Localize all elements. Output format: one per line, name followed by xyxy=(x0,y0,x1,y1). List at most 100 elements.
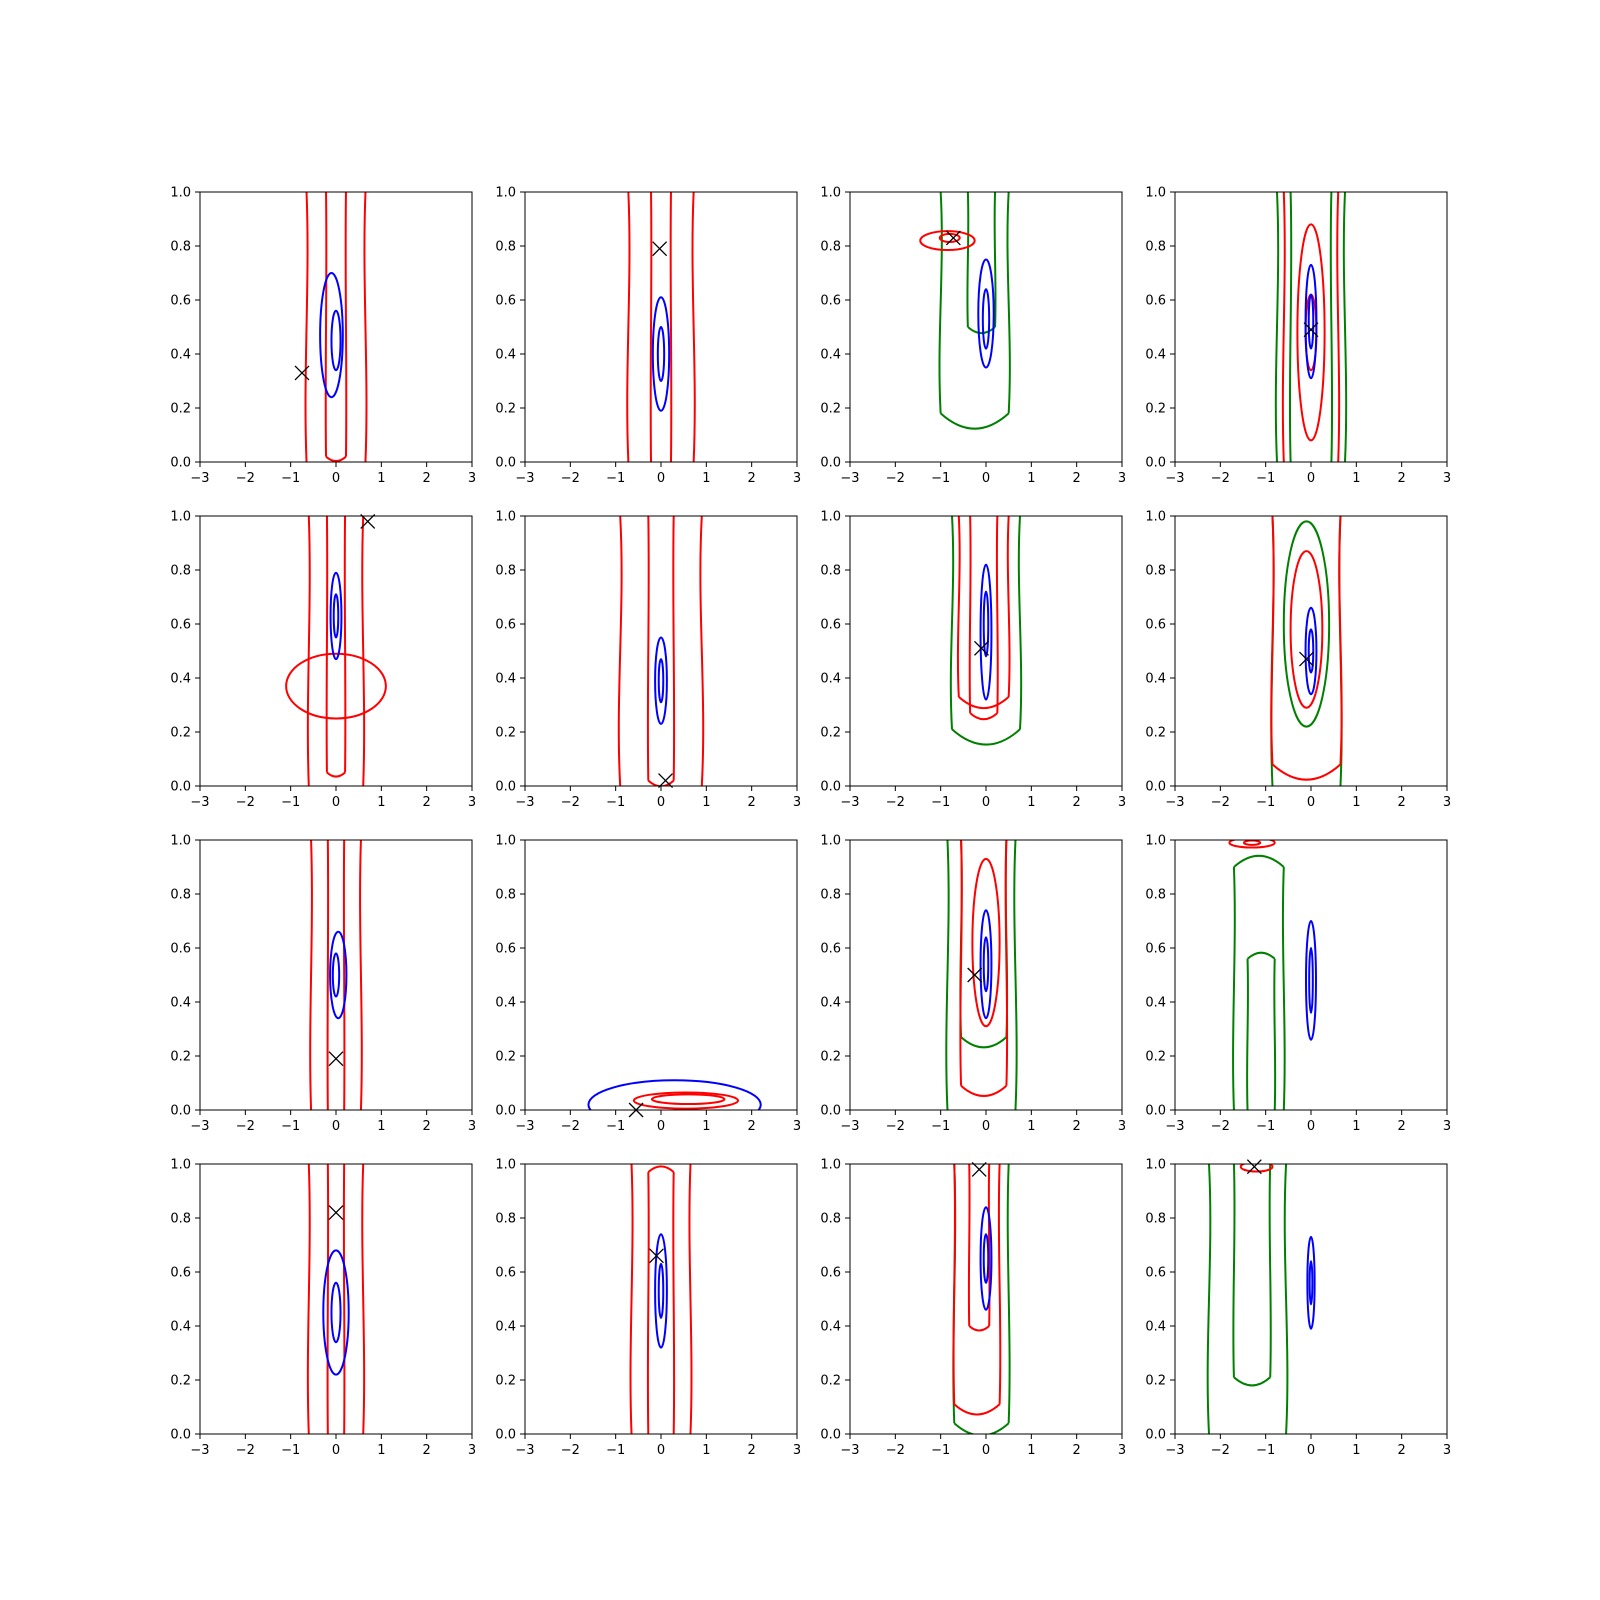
plot-area xyxy=(945,840,1018,1110)
y-tick-label: 0.2 xyxy=(495,1374,516,1389)
blue-contour-3 xyxy=(329,930,348,1020)
x-tick-label: 0 xyxy=(982,795,990,810)
x-tick-label: −2 xyxy=(1211,1443,1230,1458)
y-tick-label: 0.4 xyxy=(820,1320,841,1335)
y-tick-label: 1.0 xyxy=(1145,1158,1166,1173)
plot-area xyxy=(1206,1164,1316,1434)
green-contour-1 xyxy=(1232,854,1286,1110)
x-tick-label: −2 xyxy=(236,1443,255,1458)
y-tick-label: 1.0 xyxy=(1145,510,1166,525)
blue-contour-6 xyxy=(981,288,991,350)
x-tick-label: 2 xyxy=(1073,471,1081,486)
x-tick-label: −1 xyxy=(931,1119,950,1134)
y-tick-label: 0.2 xyxy=(495,726,516,741)
y-tick-label: 0.8 xyxy=(170,1212,191,1227)
subplot-2-2: −3 −2 −1 0 1 2 3 0.0 0.2 0.4 0.6 0.8 1.0 xyxy=(495,510,801,811)
x-tick-label: 1 xyxy=(377,1119,385,1134)
y-tick-label: 0.6 xyxy=(170,618,191,633)
green-contour-2 xyxy=(1282,520,1331,728)
y-tick-label: 0.0 xyxy=(495,456,516,471)
y-tick-label: 0.2 xyxy=(820,726,841,741)
y-tick-label: 0.0 xyxy=(820,1428,841,1443)
x-marker xyxy=(294,365,310,381)
red-contour-4 xyxy=(1296,223,1326,442)
y-tick-label: 1.0 xyxy=(820,834,841,849)
blue-contour-3 xyxy=(319,272,344,399)
y-tick-label: 1.0 xyxy=(820,1158,841,1173)
y-tick-label: 1.0 xyxy=(495,186,516,201)
x-tick-label: −3 xyxy=(840,1443,859,1458)
subplot-4-4: −3 −2 −1 0 1 2 3 0.0 0.2 0.4 0.6 0.8 1.0 xyxy=(1145,1158,1451,1459)
y-tick-label: 0.0 xyxy=(495,1104,516,1119)
x-tick-label: 3 xyxy=(1443,1119,1451,1134)
x-tick-label: 3 xyxy=(793,471,801,486)
x-tick-label: −3 xyxy=(515,795,534,810)
x-tick-label: −1 xyxy=(606,1443,625,1458)
red-contour-3 xyxy=(325,516,347,778)
y-tick-label: 0.0 xyxy=(170,780,191,795)
y-tick-label: 0.0 xyxy=(170,1428,191,1443)
y-tick-label: 0.2 xyxy=(1145,402,1166,417)
red-contour-3 xyxy=(968,516,999,721)
y-tick-label: 0.8 xyxy=(820,1212,841,1227)
x-tick-label: −3 xyxy=(190,1443,209,1458)
x-tick-label: 2 xyxy=(423,471,431,486)
blue-contour-6 xyxy=(1304,263,1318,380)
plot-area xyxy=(304,192,368,462)
blue-contour-3 xyxy=(322,1249,350,1376)
y-tick-label: 0.2 xyxy=(170,1050,191,1065)
y-tick-label: 1.0 xyxy=(495,510,516,525)
y-tick-label: 0.4 xyxy=(820,672,841,687)
x-marker xyxy=(974,640,989,656)
red-contour-2 xyxy=(326,840,346,1110)
y-tick-label: 0.8 xyxy=(495,1212,516,1227)
x-tick-label: 3 xyxy=(1443,795,1451,810)
blue-contour-4 xyxy=(657,1262,665,1319)
y-tick-label: 0.6 xyxy=(170,294,191,309)
y-tick-label: 0.2 xyxy=(495,402,516,417)
y-tick-label: 0.2 xyxy=(170,402,191,417)
blue-contour-5 xyxy=(982,590,990,658)
x-tick-label: 0 xyxy=(332,471,340,486)
x-tick-label: 0 xyxy=(1307,471,1315,486)
subplot-1-3: −3 −2 −1 0 1 2 3 0.0 0.2 0.4 0.6 0.8 1.0 xyxy=(820,186,1126,487)
y-tick-label: 0.4 xyxy=(170,1320,191,1335)
x-tick-label: −2 xyxy=(886,795,905,810)
x-marker xyxy=(971,1161,987,1177)
red-contour-2 xyxy=(646,1165,676,1434)
x-tick-label: 0 xyxy=(982,1119,990,1134)
y-tick-label: 0.4 xyxy=(495,996,516,1011)
x-tick-label: 0 xyxy=(1307,795,1315,810)
green-contour-1 xyxy=(938,192,1011,430)
x-tick-label: 0 xyxy=(1307,1443,1315,1458)
x-tick-label: 3 xyxy=(1118,1119,1126,1134)
y-tick-label: 0.8 xyxy=(820,564,841,579)
x-tick-label: 2 xyxy=(1398,1443,1406,1458)
y-tick-label: 0.4 xyxy=(170,672,191,687)
y-tick-label: 1.0 xyxy=(1145,186,1166,201)
y-tick-label: 0.6 xyxy=(495,618,516,633)
blue-contour-4 xyxy=(330,309,342,372)
y-tick-label: 0.4 xyxy=(170,996,191,1011)
blue-contour-4 xyxy=(330,1281,342,1344)
x-tick-label: −2 xyxy=(236,1119,255,1134)
x-tick-label: −3 xyxy=(515,1443,534,1458)
x-tick-label: −1 xyxy=(1256,795,1275,810)
x-tick-label: −2 xyxy=(886,1443,905,1458)
x-tick-label: 1 xyxy=(377,795,385,810)
x-tick-label: −1 xyxy=(606,795,625,810)
x-tick-label: −3 xyxy=(190,471,209,486)
subplot-3-3: −3 −2 −1 0 1 2 3 0.0 0.2 0.4 0.6 0.8 1.0 xyxy=(820,834,1126,1135)
subplot-4-2: −3 −2 −1 0 1 2 3 0.0 0.2 0.4 0.6 0.8 1.0 xyxy=(495,1158,801,1459)
y-tick-label: 0.4 xyxy=(1145,996,1166,1011)
plot-area xyxy=(952,1164,1011,1434)
plot-area xyxy=(626,192,696,462)
subplot-1-4: −3 −2 −1 0 1 2 3 0.0 0.2 0.4 0.6 0.8 1.0 xyxy=(1145,186,1451,487)
x-tick-label: −3 xyxy=(1165,1443,1184,1458)
y-tick-label: 1.0 xyxy=(170,834,191,849)
blue-contour-4 xyxy=(329,571,343,661)
x-tick-label: −2 xyxy=(886,1119,905,1134)
y-tick-label: 0.8 xyxy=(820,240,841,255)
y-tick-label: 0.6 xyxy=(495,1266,516,1281)
y-tick-label: 0.2 xyxy=(1145,1050,1166,1065)
